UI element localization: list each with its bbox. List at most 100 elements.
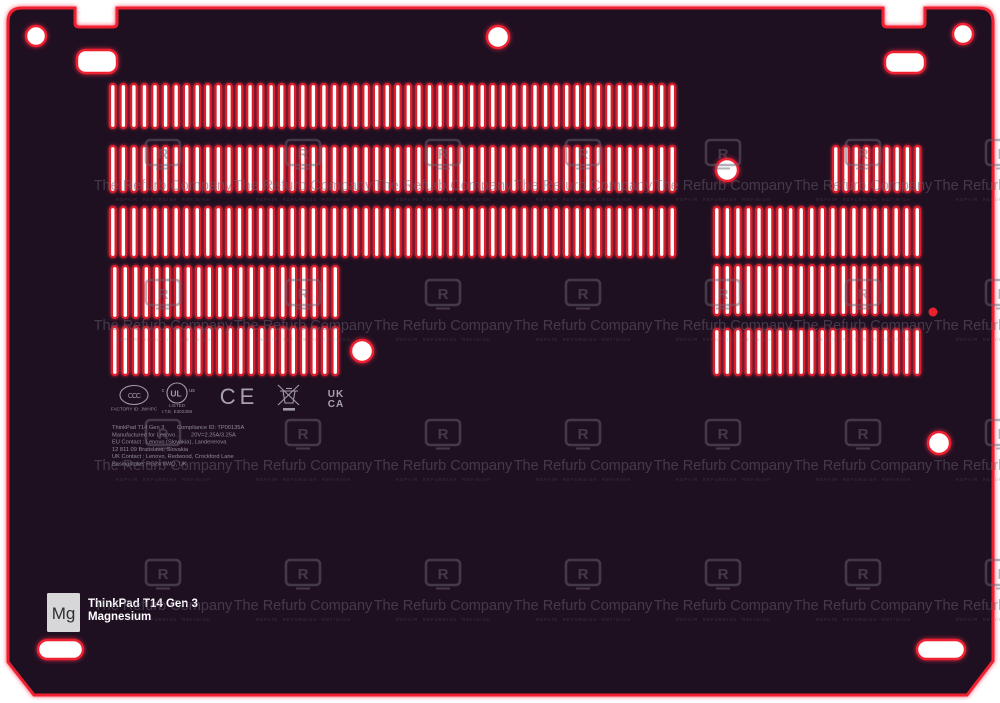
watermark-tagline-text: R E P A I R R E F U R B I S H R E F I N … [116,617,210,622]
watermark-logo-letter: R [858,146,869,163]
watermark-brand-text: The Refurb Company [654,178,793,194]
watermark-tagline-text: R E P A I R R E F U R B I S H R E F I N … [816,477,910,482]
ccc-mark: CCC FACTORY ID: JWHPC [111,384,158,412]
watermark-logo-letter: R [998,566,1000,583]
watermark-logo-monitor-icon [984,278,1000,307]
ul-listed: LISTED [169,403,186,408]
watermark-brand-text: The Refurb Company [514,318,653,334]
watermark-logo-letter: R [438,146,449,163]
watermark-brand-text: The Refurb Company [934,318,1000,334]
watermark-logo-letter: R [158,566,169,583]
screw-hole [349,338,375,364]
edge-cutouts [36,48,967,661]
watermark-brand-text: The Refurb Company [374,598,513,614]
watermark-tagline-text: R E P A I R R E F U R B I S H R E F I N … [396,197,490,202]
info-line-4: 12 811 09 Bratislava, Slovakia [112,447,189,453]
ce-mark: CE [220,384,259,409]
watermark-logo-monitor-icon [424,278,462,307]
ukca-mark: UK CA [328,389,344,410]
watermark-logo-letter: R [998,426,1000,443]
watermark-brand-text: The Refurb Company [94,458,233,474]
watermark-logo-monitor-icon [424,558,462,587]
watermark-brand-text: The Refurb Company [794,318,933,334]
watermark-tile: R The Refurb Company R E P A I R R E F U R… [94,278,233,342]
watermark-logo-monitor-icon [844,278,882,307]
info-line-6: Basingstoke, RG24 8WQ, UK [112,462,187,468]
watermark-tagline-text: R E P A I R R E F U R B I S H R E F I N … [956,197,1000,202]
watermark-tagline-text: R E P A I R R E F U R B I S H R E F I N … [116,337,210,342]
watermark-logo-monitor-icon [844,138,882,167]
watermark-logo-letter: R [438,566,449,583]
watermark-logo-monitor-icon [984,138,1000,167]
watermark-tagline-text: R E P A I R R E F U R B I S H R E F I N … [956,617,1000,622]
alignment-dot [928,307,938,317]
ul-c: c [162,388,165,394]
watermark-logo-monitor-icon [984,418,1000,447]
vent-band [110,325,340,377]
watermark-logo-letter: R [858,286,869,303]
watermark-tile: R The Refurb Company R E P A I R R E F U R… [794,138,933,202]
info-line-3: EU Contact : Lenovo (Slovakia), Landerer… [112,440,227,446]
watermark-tagline-text: R E P A I R R E F U R B I S H R E F I N … [956,477,1000,482]
watermark-tagline-text: R E P A I R R E F U R B I S H R E F I N … [256,477,350,482]
watermark-logo-letter: R [718,146,729,163]
watermark-logo-letter: R [858,566,869,583]
watermark-tagline-text: R E P A I R R E F U R B I S H R E F I N … [816,617,910,622]
watermark-brand-text: The Refurb Company [234,458,373,474]
watermark-brand-text: The Refurb Company [374,458,513,474]
watermark-tile: R The Refurb Company R E P A I R R E F U R… [794,278,933,342]
watermark-logo-letter: R [158,286,169,303]
ul-text: UL [170,389,181,399]
watermark-logo-letter: R [578,146,589,163]
watermark-brand-text: The Refurb Company [514,458,653,474]
watermark-logo-monitor-icon [844,418,882,447]
watermark-tagline-text: R E P A I R R E F U R B I S H R E F I N … [536,197,630,202]
watermark-logo-letter: R [298,566,309,583]
product-material: Magnesium [88,611,151,623]
watermark-tile: R The Refurb Company R E P A I R R E F U R… [654,138,793,202]
watermark-logo-letter: R [298,426,309,443]
watermark-logo-monitor-icon [704,278,742,307]
watermark-tile: R The Refurb Company R E P A I R R E F U R… [514,558,653,622]
watermark-tagline-text: R E P A I R R E F U R B I S H R E F I N … [116,477,210,482]
cutout-slot [915,638,967,661]
watermark-tagline-text: R E P A I R R E F U R B I S H R E F I N … [676,477,770,482]
watermark-logo-letter: R [578,566,589,583]
regulatory-marks: CCC FACTORY ID: JWHPC UL c us LISTED I.T… [111,382,344,414]
watermark-logo-monitor-icon [564,278,602,307]
watermark-tile: R The Refurb Company R E P A I R R E F U R… [94,138,233,202]
watermark-tile: R The Refurb Company R E P A I R R E F U R… [654,418,793,482]
watermark-brand-text: The Refurb Company [94,598,233,614]
watermark-logo-letter: R [998,146,1000,163]
watermark-logo-letter: R [998,286,1000,303]
ukca-ca: CA [328,399,344,410]
watermark-logo-monitor-icon [144,138,182,167]
vent-band [712,205,922,259]
watermark-brand-text: The Refurb Company [934,458,1000,474]
watermark-logo-monitor-icon [704,558,742,587]
compliance-info-text: ThinkPad T14 Gen 3 Compliance ID: TP0013… [112,425,244,468]
watermark-tagline-text: R E P A I R R E F U R B I S H R E F I N … [256,337,350,342]
watermark-logo-monitor-icon [284,278,322,307]
watermark-brand-text: The Refurb Company [514,598,653,614]
watermark-tile: R The Refurb Company R E P A I R R E F U R… [794,558,933,622]
watermark-tile: R The Refurb Company R E P A I R R E F U R… [234,138,373,202]
watermark-brand-text: The Refurb Company [94,178,233,194]
screw-hole [951,22,975,46]
watermark-logo-monitor-icon [564,558,602,587]
cutout-slot [36,638,85,661]
ul-mark: UL c us LISTED I.T.E. E302358 [162,382,195,414]
watermark-tile: R The Refurb Company R E P A I R R E F U R… [934,558,1000,622]
watermark-logo-letter: R [298,146,309,163]
watermark-logo-letter: R [438,426,449,443]
watermark-logo-letter: R [578,286,589,303]
watermark-brand-text: The Refurb Company [94,318,233,334]
watermark-brand-text: The Refurb Company [374,178,513,194]
watermark-logo-monitor-icon [844,558,882,587]
watermark-logo-monitor-icon [284,558,322,587]
watermark-brand-text: The Refurb Company [234,178,373,194]
watermark-tagline-text: R E P A I R R E F U R B I S H R E F I N … [256,617,350,622]
watermark-tagline-text: R E P A I R R E F U R B I S H R E F I N … [396,617,490,622]
watermark-brand-text: The Refurb Company [794,458,933,474]
